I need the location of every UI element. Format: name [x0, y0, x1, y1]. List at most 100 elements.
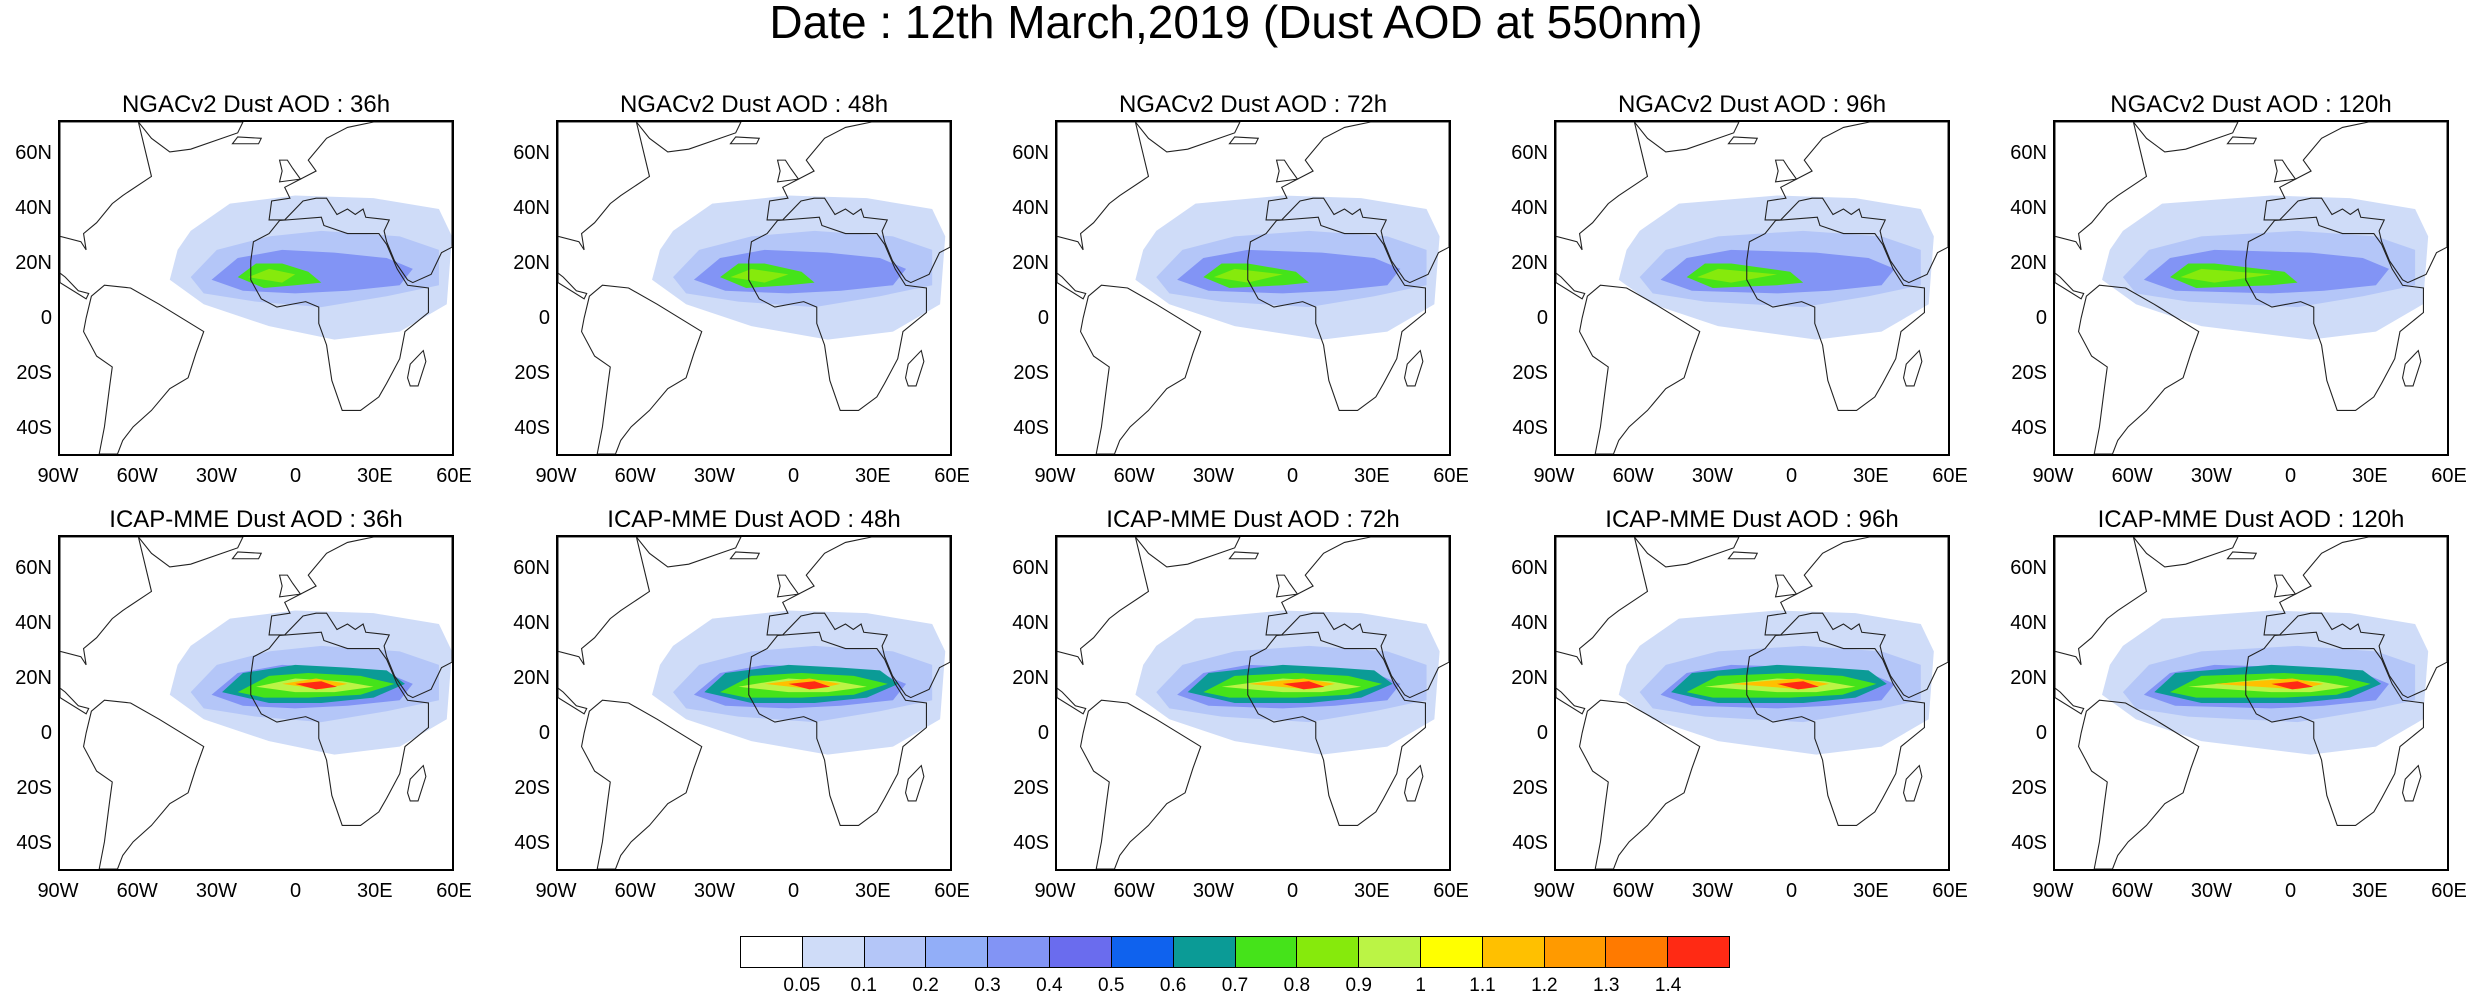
lon-tick-label: 30W	[195, 880, 237, 902]
lon-tick-label: 60E	[436, 880, 472, 902]
lat-tick-label: 60N	[15, 142, 52, 165]
dust-aod-map	[1554, 120, 1950, 456]
aod-colorbar	[740, 936, 1730, 968]
lon-tick-label: 90W	[1034, 880, 1076, 902]
coastline-europe-asia	[766, 122, 950, 284]
main-title: Date : 12th March,2019 (Dust AOD at 550n…	[769, 0, 1703, 48]
lat-tick-label: 0	[1037, 722, 1049, 745]
lon-tick-label: 30E	[1354, 880, 1390, 902]
lon-tick-label: 30W	[1691, 465, 1733, 487]
dust-aod-map	[2053, 120, 2449, 456]
map-panel: NGACv2 Dust AOD : 96h 60N 40N 20N 0 20S 40S 90W…	[1511, 90, 1968, 520]
lon-tick-label: 60E	[934, 465, 970, 487]
coastline-africa	[1746, 216, 1925, 411]
lon-tick-label: 30W	[2190, 465, 2232, 487]
coastline-greenland	[137, 122, 244, 153]
panel-title: ICAP-MME Dust AOD : 72h	[1106, 506, 1400, 533]
coastline-uk	[2273, 574, 2297, 598]
coastline-madagascar	[1902, 349, 1923, 387]
lon-tick-label: 60W	[614, 880, 656, 902]
lon-tick-label: 60W	[614, 465, 656, 487]
map-panel: NGACv2 Dust AOD : 48h 60N 40N 20N 0 20S 40S 90W…	[513, 90, 970, 520]
dust-aod-map	[556, 535, 952, 871]
lat-tick-label: 40S	[1013, 417, 1049, 440]
lat-tick-label: 0	[538, 307, 550, 330]
panel-title: NGACv2 Dust AOD : 36h	[121, 91, 391, 118]
colorbar-swatch	[1235, 937, 1298, 967]
coastline-south-america	[82, 699, 205, 869]
lon-tick-label: 60W	[2111, 880, 2153, 902]
coastline-iceland	[231, 551, 263, 560]
coastline-uk	[278, 159, 302, 183]
coastline-uk	[1774, 159, 1798, 183]
dust-plume-contour	[1282, 681, 1325, 690]
coastline-madagascar	[1403, 349, 1424, 387]
panel-title: NGACv2 Dust AOD : 96h	[1617, 91, 1887, 118]
colorbar-label: 0.7	[1221, 975, 1249, 996]
lat-tick-label: 40S	[514, 832, 550, 855]
coastline-madagascar	[2401, 349, 2422, 387]
colorbar-label: 0.9	[1345, 975, 1372, 996]
lat-tick-label: 20S	[1013, 777, 1049, 800]
lat-tick-label: 60N	[1511, 142, 1548, 165]
map-panel: ICAP-MME Dust AOD : 96h 60N 40N 20N 0 20S 40S 9…	[1511, 505, 1968, 935]
coastline-africa	[748, 631, 927, 826]
lon-tick-label: 30W	[1192, 465, 1234, 487]
panel-title: ICAP-MME Dust AOD : 96h	[1605, 506, 1899, 533]
lat-tick-label: 20S	[1013, 362, 1049, 385]
colorbar-label: 1.3	[1593, 975, 1620, 996]
panel-title: ICAP-MME Dust AOD : 36h	[109, 506, 403, 533]
coastline-south-america	[1578, 699, 1701, 869]
coastline-greenland	[2132, 537, 2239, 568]
lat-tick-label: 40N	[15, 197, 52, 220]
lat-tick-label: 20S	[514, 777, 550, 800]
lat-tick-label: 0	[1536, 307, 1548, 330]
lat-tick-label: 20S	[16, 362, 52, 385]
lon-tick-label: 60W	[1612, 880, 1654, 902]
lon-tick-label: 30E	[2352, 880, 2388, 902]
coastline-north-america	[558, 122, 651, 300]
colorbar-label: 1.4	[1654, 975, 1682, 996]
coastline-europe-asia	[1265, 537, 1449, 699]
lat-tick-label: 40S	[1512, 832, 1548, 855]
lon-tick-label: 60E	[2431, 465, 2467, 487]
map-panel: NGACv2 Dust AOD : 120h 60N 40N 20N 0 20S 40S 90…	[2010, 90, 2467, 520]
coastline-madagascar	[406, 764, 427, 802]
colorbar-swatch	[864, 937, 927, 967]
dust-aod-map	[1554, 535, 1950, 871]
colorbar-label: 0.3	[974, 975, 1001, 996]
lon-tick-label: 60E	[2431, 880, 2467, 902]
colorbar-swatch	[988, 937, 1051, 967]
colorbar-swatch	[926, 937, 989, 967]
lon-tick-label: 90W	[1034, 465, 1076, 487]
coastline-greenland	[1134, 122, 1241, 153]
coastline-africa	[250, 631, 429, 826]
coastline-uk	[1275, 159, 1299, 183]
panel-title: NGACv2 Dust AOD : 120h	[2110, 91, 2392, 118]
lat-tick-label: 40S	[1013, 832, 1049, 855]
lat-tick-label: 20N	[1012, 252, 1049, 275]
lat-tick-label: 0	[40, 722, 52, 745]
lat-tick-label: 0	[2035, 722, 2047, 745]
lat-tick-label: 20N	[15, 667, 52, 690]
coastline-africa	[2245, 216, 2424, 411]
colorbar-label: 1	[1415, 975, 1426, 996]
lon-tick-label: 30E	[357, 880, 393, 902]
coastline-madagascar	[904, 349, 925, 387]
coastline-africa	[2245, 631, 2424, 826]
colorbar-label: 1.1	[1469, 975, 1496, 996]
coastline-north-america	[1057, 537, 1150, 715]
lon-tick-label: 30W	[2190, 880, 2232, 902]
dust-aod-map	[2053, 535, 2449, 871]
lat-tick-label: 60N	[2010, 142, 2047, 165]
lat-tick-label: 40S	[16, 417, 52, 440]
colorbar-label: 0.05	[783, 975, 821, 996]
lon-tick-label: 90W	[2032, 880, 2074, 902]
lon-tick-label: 60E	[1433, 880, 1469, 902]
lon-tick-label: 30E	[855, 880, 891, 902]
coastline-iceland	[729, 136, 761, 145]
lon-tick-label: 0	[2285, 880, 2297, 902]
lat-tick-label: 20N	[1511, 252, 1548, 275]
colorbar-swatch	[1050, 937, 1112, 967]
map-panel: NGACv2 Dust AOD : 36h 60N 40N 20N 0 20S 40S 90W…	[15, 90, 472, 520]
